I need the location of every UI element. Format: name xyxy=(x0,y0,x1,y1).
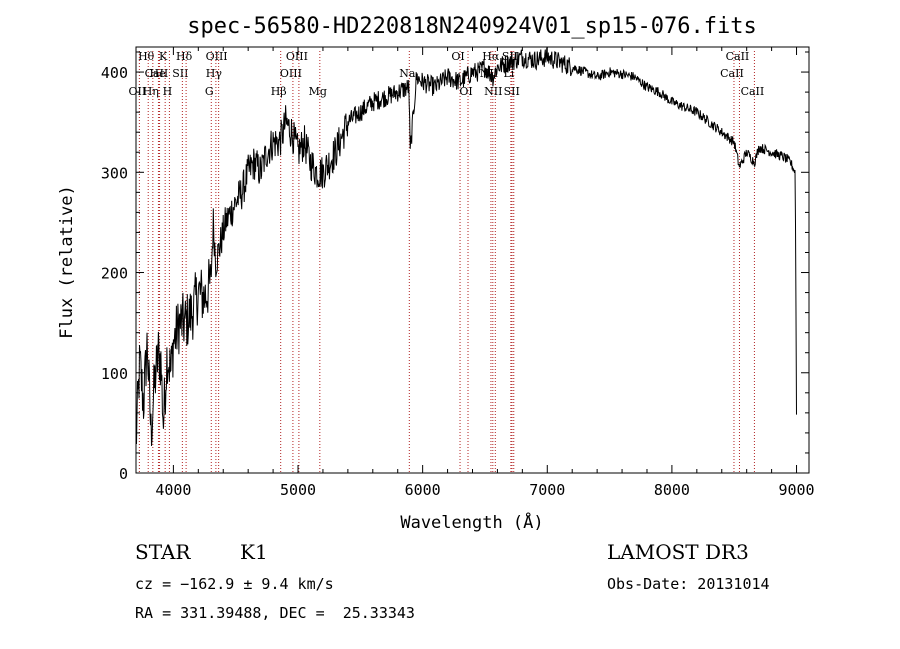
line-marker-label: G xyxy=(205,85,214,98)
y-tick-label: 0 xyxy=(119,465,128,483)
survey-name: LAMOST DR3 xyxy=(607,540,749,564)
line-marker-label: H xyxy=(163,85,173,98)
y-tick-label: 300 xyxy=(101,164,128,182)
line-marker-label: NII xyxy=(484,85,502,98)
line-marker-label: SII xyxy=(504,85,520,98)
line-marker-label: Hγ xyxy=(206,67,223,80)
line-marker-label: Hθ xyxy=(138,50,155,63)
spectrum-line xyxy=(135,47,797,446)
object-class: STAR xyxy=(135,540,191,564)
observation-date: Obs-Date: 20131014 xyxy=(607,575,770,593)
x-tick-label: 9000 xyxy=(778,481,814,499)
line-marker-label: CaII xyxy=(720,67,744,80)
y-tick-label: 200 xyxy=(101,265,128,283)
line-marker-label: Na xyxy=(399,67,416,80)
line-marker-label: Hδ xyxy=(176,50,193,63)
redshift-velocity: cz = −162.9 ± 9.4 km/s xyxy=(135,575,334,593)
line-marker-label: He xyxy=(150,67,166,80)
line-marker-label: OIII xyxy=(206,50,228,63)
y-tick-label: 100 xyxy=(101,365,128,383)
line-marker-label: CaII xyxy=(145,67,169,80)
x-tick-label: 6000 xyxy=(405,481,441,499)
x-axis-label: Wavelength (Å) xyxy=(400,511,543,533)
line-marker-label: Hα xyxy=(482,50,500,63)
line-marker-label: K xyxy=(159,50,168,63)
y-tick-label: 400 xyxy=(101,64,128,82)
subclass: K1 xyxy=(240,540,268,564)
line-marker-label: OIII xyxy=(286,50,308,63)
coordinates: RA = 331.39488, DEC = 25.33343 xyxy=(135,604,415,622)
x-tick-label: 4000 xyxy=(155,481,191,499)
line-marker-label: OI xyxy=(451,50,464,63)
line-marker-label: OI xyxy=(459,85,472,98)
line-marker-label: OIII xyxy=(280,67,302,80)
line-marker-label: CaII xyxy=(741,85,765,98)
y-axis-label: Flux (relative) xyxy=(57,185,77,339)
axis-ticks: 4000 5000 6000 7000 8000 9000 0 100 200 300 400 xyxy=(101,47,815,499)
plot-frame xyxy=(135,46,810,474)
line-marker-label: OII xyxy=(129,85,147,98)
line-marker-label: Li xyxy=(503,67,514,80)
x-tick-label: 5000 xyxy=(280,481,316,499)
chart-title: spec-56580-HD220818N240924V01_sp15-076.f… xyxy=(187,14,757,39)
line-marker-label: CaII xyxy=(726,50,750,63)
x-tick-label: 8000 xyxy=(654,481,690,499)
line-marker-label: Mg xyxy=(309,85,327,98)
line-marker-label: Hη xyxy=(143,85,159,98)
line-marker-label: SII xyxy=(172,67,188,80)
line-marker-label: Hβ xyxy=(271,85,287,98)
x-tick-label: 7000 xyxy=(529,481,565,499)
